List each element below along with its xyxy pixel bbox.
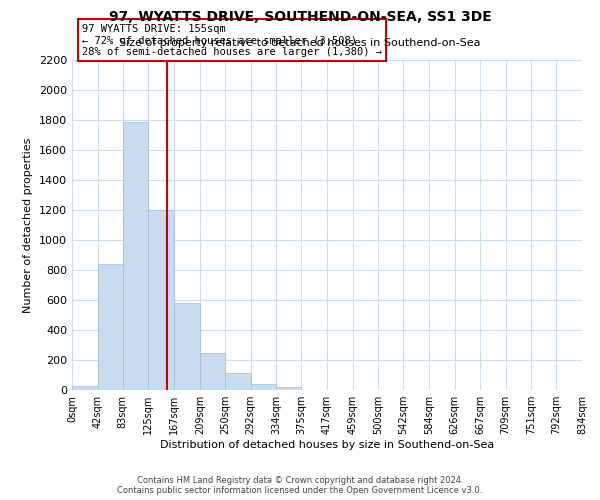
Bar xyxy=(148,210,174,390)
Bar xyxy=(200,352,225,390)
Bar xyxy=(251,384,276,390)
Y-axis label: Number of detached properties: Number of detached properties xyxy=(23,138,34,312)
Bar xyxy=(225,373,251,390)
Bar xyxy=(276,387,301,390)
Bar xyxy=(123,122,148,390)
Bar xyxy=(174,303,200,390)
Text: 97 WYATTS DRIVE: 155sqm
← 72% of detached houses are smaller (3,508)
28% of semi: 97 WYATTS DRIVE: 155sqm ← 72% of detache… xyxy=(82,24,382,56)
X-axis label: Distribution of detached houses by size in Southend-on-Sea: Distribution of detached houses by size … xyxy=(160,440,494,450)
Bar xyxy=(98,264,123,390)
Text: 97, WYATTS DRIVE, SOUTHEND-ON-SEA, SS1 3DE: 97, WYATTS DRIVE, SOUTHEND-ON-SEA, SS1 3… xyxy=(109,10,491,24)
Text: Size of property relative to detached houses in Southend-on-Sea: Size of property relative to detached ho… xyxy=(119,38,481,48)
Text: Contains HM Land Registry data © Crown copyright and database right 2024.
Contai: Contains HM Land Registry data © Crown c… xyxy=(118,476,482,495)
Bar xyxy=(72,386,98,390)
